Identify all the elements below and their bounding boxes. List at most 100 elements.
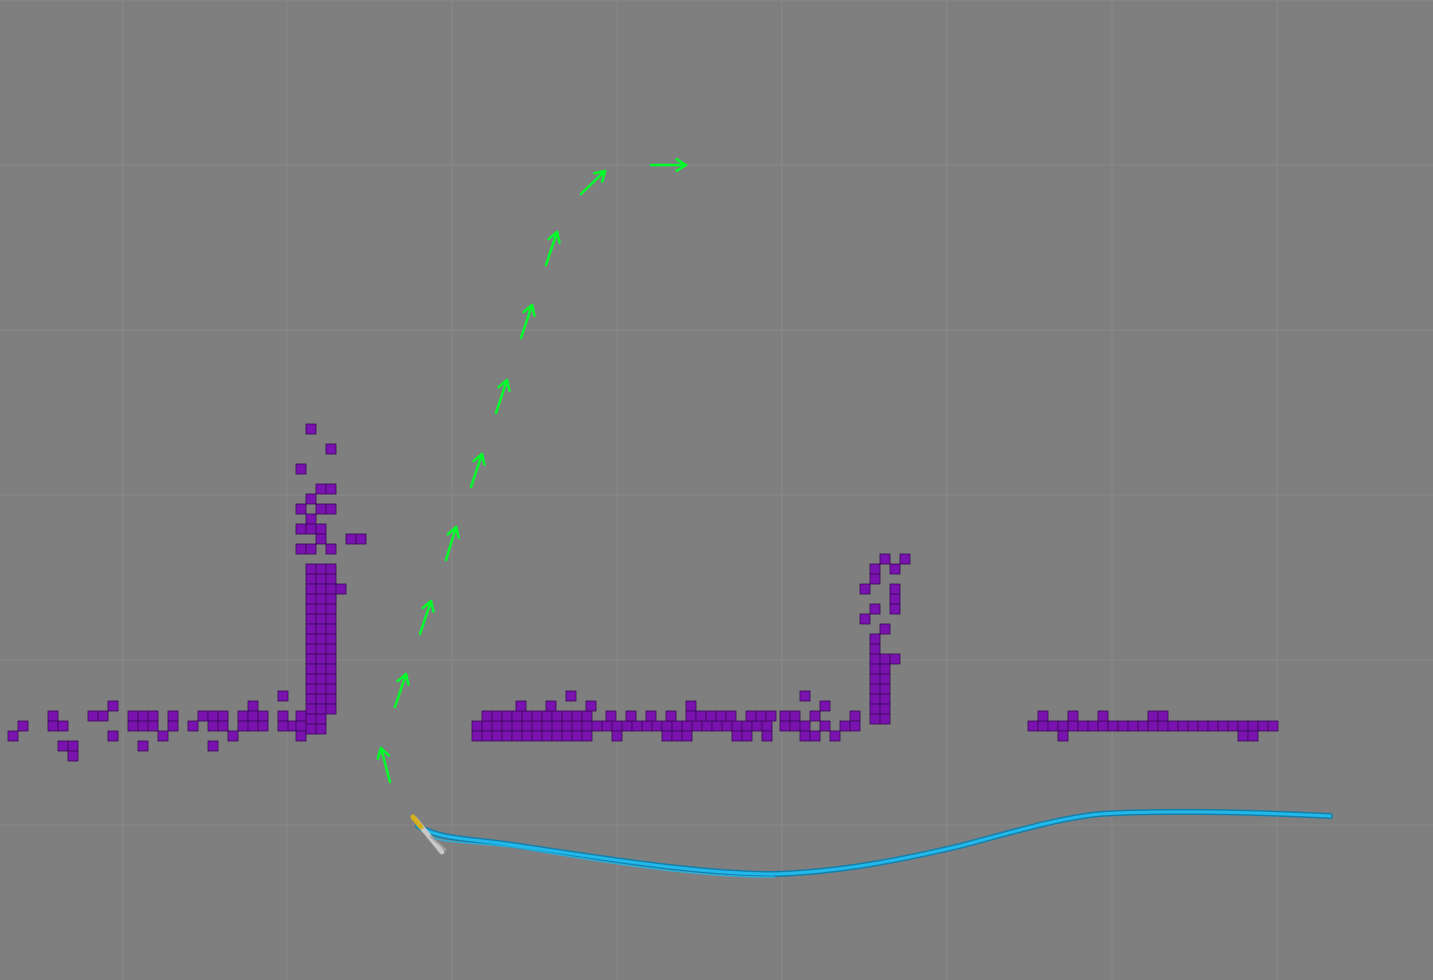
obstacle-cell [277,690,289,702]
obstacle-cells [7,423,1279,762]
obstacle-cell [97,710,109,722]
obstacle-cell [879,693,891,705]
obstacle-cell [869,683,881,695]
obstacle-cell [325,623,337,635]
obstacle-cell [1247,720,1259,732]
obstacle-cell [1107,720,1119,732]
obstacle-cell [701,720,713,732]
obstacle-cell [501,730,513,742]
obstacle-cell [305,543,317,555]
obstacle-cell [295,523,307,535]
obstacle-cell [305,693,317,705]
obstacle-cell [305,723,317,735]
obstacle-cell [511,710,523,722]
obstacle-cell [325,503,337,515]
obstacle-cell [87,710,99,722]
obstacle-cell [491,720,503,732]
obstacle-cell [1067,710,1079,722]
obstacle-cell [561,730,573,742]
obstacle-cell [137,710,149,722]
obstacle-cell [305,703,317,715]
obstacle-cell [869,703,881,715]
obstacle-cell [869,713,881,725]
obstacle-cell [1027,720,1039,732]
obstacle-cell [521,720,533,732]
obstacle-cell [305,643,317,655]
obstacle-cell [839,720,851,732]
obstacle-cell [741,720,753,732]
obstacle-cell [571,710,583,722]
obstacle-cell [257,710,269,722]
obstacle-cell [1167,720,1179,732]
obstacle-cell [305,623,317,635]
obstacle-cell [305,583,317,595]
obstacle-cell [325,563,337,575]
obstacle-cell [681,720,693,732]
obstacle-cell [761,730,773,742]
obstacle-cell [325,683,337,695]
obstacle-cell [315,663,327,675]
obstacle-cell [711,720,723,732]
obstacle-cell [521,710,533,722]
obstacle-cell [869,663,881,675]
obstacle-cell [601,720,613,732]
obstacle-cell [491,730,503,742]
obstacle-cell [869,643,881,655]
obstacle-cell [541,720,553,732]
obstacle-cell [585,700,597,712]
obstacle-cell [325,603,337,615]
obstacle-cell [7,730,19,742]
obstacle-cell [551,720,563,732]
obstacle-cell [325,583,337,595]
robot-head [410,814,424,830]
obstacle-cell [1227,720,1239,732]
obstacle-cell [605,710,617,722]
obstacle-cell [277,720,289,732]
obstacle-cell [889,653,901,665]
obstacle-cell [481,710,493,722]
obstacle-cell [305,713,317,725]
pose-arrow [376,746,392,784]
obstacle-cell [305,683,317,695]
obstacle-cell [157,730,169,742]
obstacle-cell [67,750,79,762]
obstacle-cell [765,710,777,722]
obstacle-cell [889,563,901,575]
obstacle-cell [789,720,801,732]
obstacle-cell [671,720,683,732]
pose-arrow [649,158,688,172]
obstacle-cell [1187,720,1199,732]
obstacle-cell [809,710,821,722]
pose-arrow [418,599,435,636]
obstacle-cell [1157,720,1169,732]
obstacle-cell [501,720,513,732]
obstacle-cell [187,720,199,732]
obstacle-cell [799,690,811,702]
obstacle-cell [315,523,327,535]
obstacle-cell [315,563,327,575]
obstacle-cell [611,730,623,742]
obstacle-cell [665,710,677,722]
obstacle-cell [315,653,327,665]
obstacle-cell [227,730,239,742]
obstacle-cell [869,693,881,705]
trajectory-line [417,825,776,878]
obstacle-cell [715,710,727,722]
obstacle-cell [889,593,901,605]
obstacle-cell [325,613,337,625]
obstacle-cell [1197,720,1209,732]
obstacle-cell [167,720,179,732]
obstacle-cell [481,730,493,742]
obstacle-cell [315,623,327,635]
obstacle-cell [247,720,259,732]
obstacle-cell [681,730,693,742]
obstacle-cell [345,533,357,545]
obstacle-cell [277,710,289,722]
obstacle-cell [1117,720,1129,732]
obstacle-cell [849,720,861,732]
obstacle-cell [631,720,643,732]
obstacle-cell [315,723,327,735]
obstacle-cell [315,673,327,685]
